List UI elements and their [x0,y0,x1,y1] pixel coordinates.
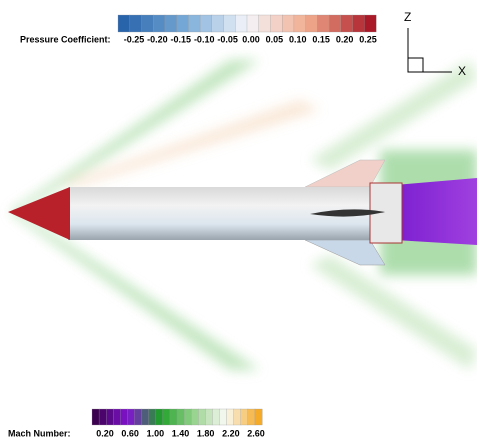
legend-tick-label: 2.60 [247,428,265,438]
color-cell [149,409,156,425]
color-cell [255,409,262,425]
color-cell [353,15,365,32]
legend-tick-label: 0.10 [289,34,307,44]
color-cell [156,409,163,425]
pressure-legend-title: Pressure Coefficient: [20,34,111,44]
color-cell [224,15,236,32]
color-cell [106,409,113,425]
color-cell [248,409,255,425]
legend-tick-label: 0.20 [96,428,114,438]
color-cell [227,409,234,425]
color-cell [294,15,306,32]
legend-tick-label: 0.15 [312,34,330,44]
color-cell [341,15,353,32]
color-cell [177,409,184,425]
color-cell [188,15,200,32]
legend-tick-label: 1.80 [197,428,215,438]
color-cell [259,15,271,32]
legend-tick-label: 2.20 [222,428,240,438]
color-cell [92,409,99,425]
color-cell [241,409,248,425]
color-cell [184,409,191,425]
exhaust-plume [395,178,477,245]
color-cell [153,15,165,32]
legend-tick-label: 1.00 [147,428,165,438]
legend-tick-label: 0.20 [336,34,354,44]
x-axis-label: X [458,64,466,78]
color-cell [247,15,259,32]
color-cell [329,15,341,32]
mach-legend-title: Mach Number: [8,428,71,438]
color-cell [142,409,149,425]
z-axis-label: Z [404,10,411,24]
color-cell [113,409,120,425]
color-cell [163,409,170,425]
legend-tick-label: -0.10 [194,34,215,44]
color-cell [118,15,130,32]
color-cell [141,15,153,32]
color-cell [130,15,142,32]
color-cell [177,15,189,32]
color-cell [212,409,219,425]
color-cell [170,409,177,425]
legend-tick-label: 1.40 [172,428,190,438]
legend-tick-label: 0.00 [242,34,260,44]
color-cell [220,409,227,425]
legend-tick-label: -0.20 [147,34,168,44]
color-cell [191,409,198,425]
color-cell [234,409,241,425]
color-cell [306,15,318,32]
legend-tick-label: -0.05 [217,34,238,44]
legend-tick-label: 0.05 [266,34,284,44]
color-cell [135,409,142,425]
color-cell [165,15,177,32]
color-cell [235,15,247,32]
color-cell [317,15,329,32]
legend-tick-label: 0.60 [121,428,139,438]
color-cell [270,15,282,32]
color-cell [200,15,212,32]
legend-tick-label: 0.25 [359,34,377,44]
flow-visualization: -0.25-0.20-0.15-0.10-0.05 0.00 0.05 0.10 0.1… [0,0,477,440]
color-cell [205,409,212,425]
legend-tick-label: -0.25 [124,34,145,44]
color-cell [99,409,106,425]
color-cell [127,409,134,425]
color-cell [198,409,205,425]
color-cell [282,15,294,32]
color-cell [364,15,376,32]
color-cell [212,15,224,32]
legend-tick-label: -0.15 [171,34,192,44]
color-cell [120,409,127,425]
pressure-colorbar: -0.25-0.20-0.15-0.10-0.05 0.00 0.05 0.10 0.1… [118,15,377,44]
